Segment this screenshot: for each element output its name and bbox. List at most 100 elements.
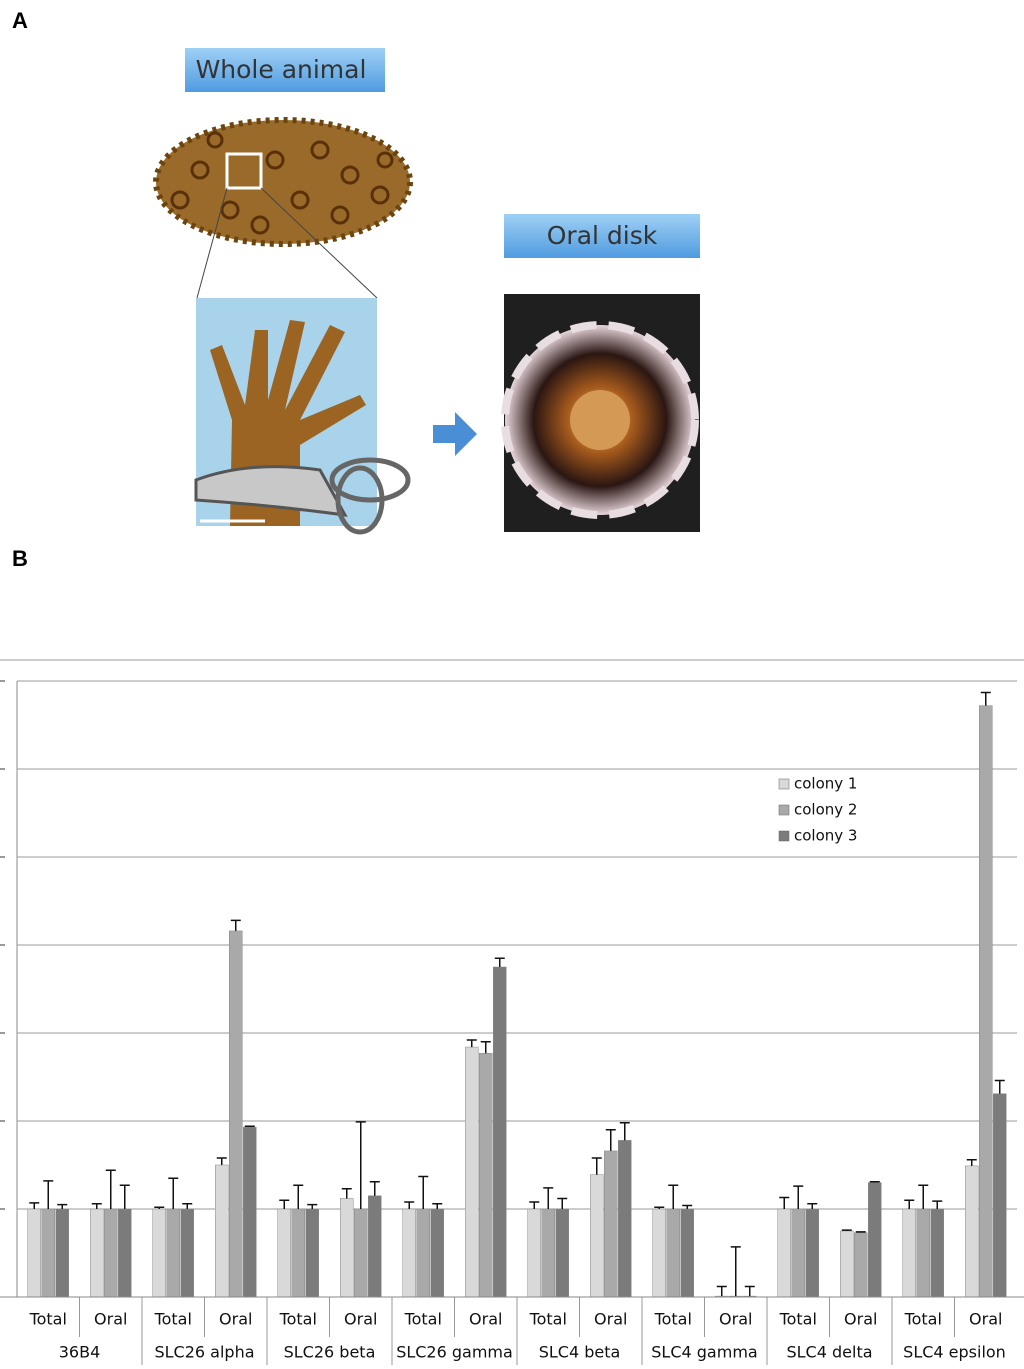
bar [791, 1208, 805, 1298]
bar [55, 1208, 69, 1298]
error-bar [466, 1039, 477, 1048]
legend-swatch [778, 804, 790, 816]
bar [90, 1208, 104, 1298]
bar [41, 1208, 55, 1298]
arrow [433, 412, 477, 456]
bar [291, 1208, 305, 1298]
bar [993, 1093, 1007, 1298]
x-tick-label: Total [904, 1310, 942, 1329]
error-bar [605, 1129, 616, 1151]
bar [805, 1208, 819, 1298]
error-bar [668, 1184, 679, 1209]
bar [854, 1232, 868, 1298]
error-bar [355, 1121, 366, 1209]
error-bar [432, 1202, 443, 1209]
legend-swatch [778, 830, 790, 842]
bar [166, 1208, 180, 1298]
label-box [185, 48, 385, 92]
error-bar [543, 1187, 554, 1209]
bar [368, 1195, 382, 1298]
bar [215, 1164, 229, 1298]
bar [777, 1208, 791, 1298]
bar [180, 1208, 194, 1298]
error-bar [682, 1204, 693, 1209]
error-bar [307, 1203, 318, 1209]
legend-label: colony 2 [794, 801, 857, 819]
colony-photo [153, 117, 413, 299]
legend-label: colony 3 [794, 827, 857, 845]
bar [479, 1052, 493, 1298]
x-tick-label: Total [279, 1310, 317, 1329]
bar [430, 1208, 444, 1298]
error-bar [730, 1246, 741, 1297]
error-bar [57, 1203, 68, 1209]
error-bar [244, 1125, 255, 1128]
bar [229, 930, 243, 1298]
bar [680, 1208, 694, 1298]
bar [979, 705, 993, 1298]
error-bar [341, 1188, 352, 1199]
error-bar [91, 1202, 102, 1209]
polyp-photo [194, 298, 411, 535]
x-tick-label: Oral [94, 1310, 127, 1329]
bar [590, 1174, 604, 1298]
error-bar [779, 1196, 790, 1209]
x-tick-label: Total [654, 1310, 692, 1329]
bar [277, 1208, 291, 1298]
error-bar [119, 1184, 130, 1209]
bar [916, 1208, 930, 1298]
bar [340, 1198, 354, 1298]
error-bar [293, 1184, 304, 1209]
error-bar [29, 1202, 40, 1209]
bar [930, 1208, 944, 1298]
error-bar [591, 1157, 602, 1175]
error-bar [168, 1177, 179, 1209]
error-bar [932, 1200, 943, 1209]
bar [305, 1208, 319, 1298]
error-bar [279, 1199, 290, 1209]
error-bar [807, 1202, 818, 1209]
bar [465, 1046, 479, 1298]
error-bar [216, 1157, 227, 1165]
bar [555, 1208, 569, 1298]
group-label: SLC4 delta [786, 1343, 872, 1362]
x-tick-label: Oral [594, 1310, 627, 1329]
error-bar [369, 1180, 380, 1196]
error-bar [105, 1169, 116, 1209]
error-bar [994, 1079, 1005, 1094]
error-bar [654, 1206, 665, 1209]
x-tick-label: Total [154, 1310, 192, 1329]
oral-disk-photo [501, 294, 700, 532]
bar [666, 1208, 680, 1298]
error-bar [980, 691, 991, 706]
bar [604, 1150, 618, 1298]
error-bar [43, 1180, 54, 1209]
x-tick-label: Total [29, 1310, 67, 1329]
group-label: 36B4 [59, 1343, 101, 1362]
group-label: SLC4 epsilon [903, 1343, 1006, 1362]
error-bar [418, 1175, 429, 1209]
error-bar [904, 1199, 915, 1209]
label: Whole animal [196, 55, 367, 84]
x-tick-label: Oral [969, 1310, 1002, 1329]
legend-swatch [778, 778, 790, 790]
x-tick-label: Total [779, 1310, 817, 1329]
error-bar [744, 1285, 755, 1297]
group-label: SLC26 gamma [396, 1343, 513, 1362]
x-tick-label: Oral [469, 1310, 502, 1329]
group-label: SLC4 gamma [651, 1343, 757, 1362]
error-bar [154, 1206, 165, 1209]
bar [118, 1208, 132, 1298]
bar [416, 1208, 430, 1298]
panel-label: B [12, 546, 28, 571]
error-bar [480, 1041, 491, 1054]
error-bar [869, 1180, 880, 1183]
error-bar [841, 1229, 852, 1231]
error-bar [716, 1285, 727, 1297]
error-bar [182, 1202, 193, 1209]
x-tick-label: Oral [844, 1310, 877, 1329]
error-bar [966, 1158, 977, 1166]
bar [152, 1208, 166, 1298]
group-label: SLC26 alpha [154, 1343, 254, 1362]
